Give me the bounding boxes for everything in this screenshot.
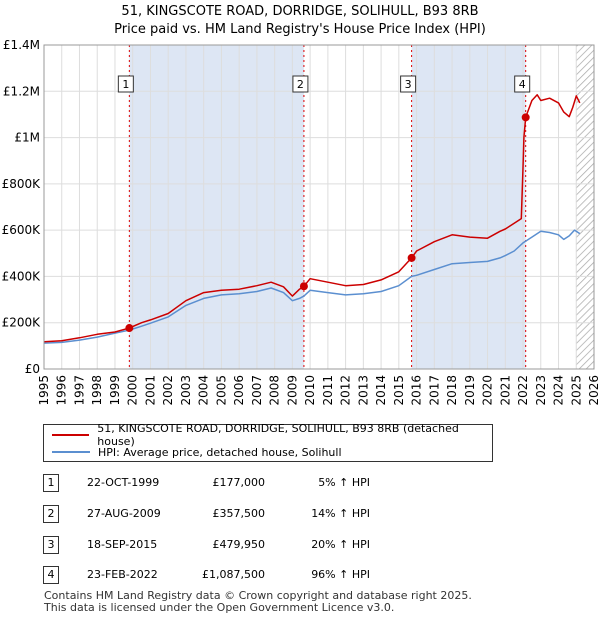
x-tick-label: 2025 [569,375,583,406]
footer-licence: This data is licensed under the Open Gov… [44,601,395,614]
x-tick-label: 2015 [392,375,406,406]
transaction-date: 22-OCT-1999 [87,476,160,489]
transaction-number: 4 [43,566,59,584]
x-tick-label: 2007 [250,375,264,406]
x-tick-label: 2018 [445,375,459,406]
plot-border [43,44,595,370]
y-tick-label: £0 [25,362,40,376]
transaction-date: 27-AUG-2009 [87,507,161,520]
price-chart: £0 £200K £400K £600K £800K £1M £1.2M £1.4M 1995 1… [2,38,600,406]
x-tick-label: 2010 [303,375,317,406]
x-tick-label: 2005 [214,375,228,406]
sale-point [521,113,530,122]
footer-copyright: Contains HM Land Registry data © Crown c… [44,589,472,602]
sale-label-number: 1 [122,78,129,91]
transaction-hpi: 96% ↑ HPI [311,568,370,581]
legend-label-property: 51, KINGSCOTE ROAD, DORRIDGE, SOLIHULL, … [97,422,459,448]
transaction-hpi: 14% ↑ HPI [311,507,370,520]
chart-legend: 51, KINGSCOTE ROAD, DORRIDGE, SOLIHULL, … [43,422,493,462]
transaction-number: 3 [43,536,59,554]
shaded-period-1 [129,45,304,369]
x-tick-label: 2008 [268,375,282,406]
transaction-price: £479,950 [212,538,266,551]
transaction-row: 4 23-FEB-2022 £1,087,500 96% ↑ HPI [0,566,600,586]
sale-label-number: 3 [405,78,412,91]
sale-point [125,324,134,333]
x-tick-label: 1995 [37,375,51,406]
transaction-row: 2 27-AUG-2009 £357,500 14% ↑ HPI [0,505,600,525]
transaction-row: 1 22-OCT-1999 £177,000 5% ↑ HPI [0,474,600,494]
transaction-hpi: 5% ↑ HPI [318,476,370,489]
transaction-hpi: 20% ↑ HPI [311,538,370,551]
y-tick-label: £1M [14,131,40,145]
transaction-price: £357,500 [212,507,266,520]
transaction-number: 1 [43,474,59,492]
x-tick-label: 2022 [516,375,530,406]
property-price-line [43,94,581,343]
x-tick-label: 2026 [587,375,600,406]
x-tick-label: 2016 [410,375,424,406]
transaction-price: £177,000 [212,476,266,489]
x-tick-label: 2014 [374,375,388,406]
hpi-line [43,229,581,344]
x-tick-label: 1996 [55,375,69,406]
legend-label-hpi: HPI: Average price, detached house, Soli… [98,445,342,459]
x-tick-label: 2017 [427,375,441,406]
shaded-period-2 [411,45,526,369]
x-tick-label: 2023 [534,375,548,406]
x-tick-label: 2020 [481,375,495,406]
x-tick-label: 2011 [321,375,335,406]
transaction-price: £1,087,500 [202,568,265,581]
x-tick-label: 2004 [197,375,211,406]
transaction-number: 2 [43,505,59,523]
chart-subtitle: Price paid vs. HM Land Registry's House … [114,22,486,37]
legend-item-property: 51, KINGSCOTE ROAD, DORRIDGE, SOLIHULL, … [52,422,492,448]
x-tick-label: 2013 [356,375,370,406]
transaction-date: 23-FEB-2022 [87,568,158,581]
chart-title: 51, KINGSCOTE ROAD, DORRIDGE, SOLIHULL, … [121,4,479,19]
x-tick-label: 2024 [552,375,566,406]
y-tick-label: £400K [2,269,42,283]
sale-label-number: 2 [297,78,304,91]
x-tick-label: 1999 [108,375,122,406]
x-tick-label: 2009 [285,375,299,406]
sale-point [407,253,416,262]
x-tick-label: 2019 [463,375,477,406]
sale-label-box [514,75,531,93]
y-tick-label: £600K [2,223,42,237]
x-tick-label: 2000 [126,375,140,406]
sale-label-box [292,75,309,93]
x-tick-label: 2021 [498,375,512,406]
transaction-date: 18-SEP-2015 [87,538,158,551]
y-tick-label: £200K [2,316,42,330]
sale-label-box [117,75,134,93]
y-tick-label: £800K [2,177,42,191]
x-tick-label: 2006 [232,375,246,406]
forecast-hatch [576,45,594,369]
sale-label-box [400,75,417,93]
x-tick-label: 2002 [161,375,175,406]
legend-swatch-property [52,434,90,436]
x-tick-label: 1998 [90,375,104,406]
y-tick-label: £1.2M [3,84,40,98]
sale-point [299,282,308,291]
y-tick-label: £1.4M [3,38,40,52]
sale-label-number: 4 [519,78,526,91]
transaction-row: 3 18-SEP-2015 £479,950 20% ↑ HPI [0,536,600,556]
footer-note: Contains HM Land Registry data © Crown c… [44,590,472,614]
x-tick-label: 2001 [143,375,157,406]
x-tick-label: 2012 [339,375,353,406]
x-tick-label: 2003 [179,375,193,406]
legend-swatch-hpi [52,451,90,453]
legend-item-hpi: HPI: Average price, detached house, Soli… [52,444,342,460]
x-tick-label: 1997 [72,375,86,406]
